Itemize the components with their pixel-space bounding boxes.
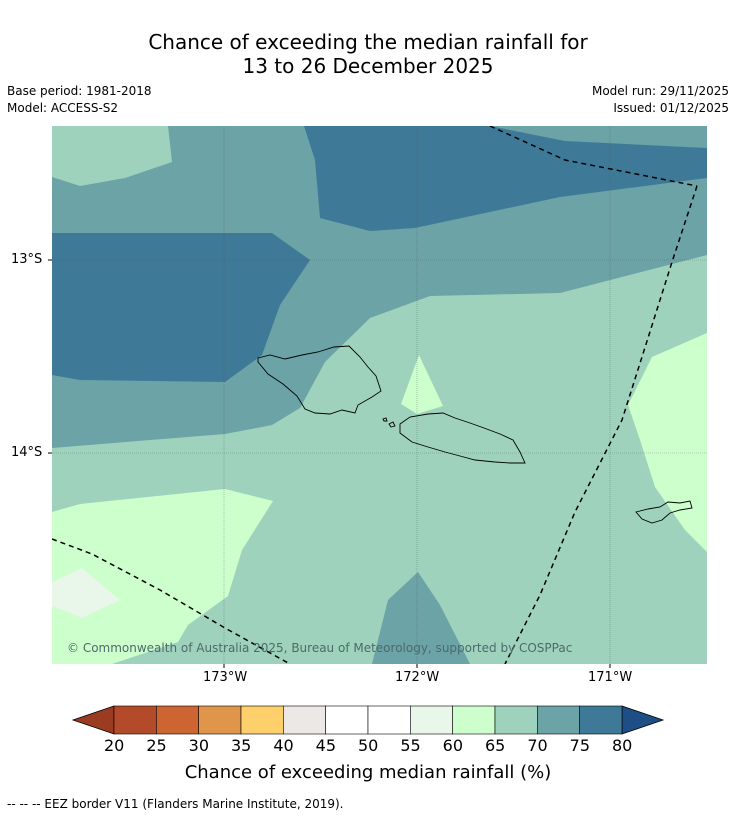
region-60-65-north-patch xyxy=(401,355,443,414)
lat-label-13s: 13°S xyxy=(11,252,43,267)
region-75-80-west xyxy=(52,233,310,382)
colorbar-label: Chance of exceeding median rainfall (%) xyxy=(184,762,552,783)
grid-lines xyxy=(52,126,707,664)
eez-borders xyxy=(52,126,698,664)
colorbar-swatch-70-75 xyxy=(537,705,580,735)
colorbar-swatch-40-45 xyxy=(283,705,326,735)
lat-label-14s: 14°S xyxy=(11,445,43,460)
colorbar xyxy=(71,705,665,735)
lon-label-173w: 173°W xyxy=(203,670,248,685)
colorbar-tick-35: 35 xyxy=(231,736,252,755)
colorbar-swatch-30-35 xyxy=(198,705,242,735)
coast-apolima xyxy=(388,421,396,428)
eez-footnote: -- -- -- EEZ border V11 (Flanders Marine… xyxy=(7,797,344,811)
colorbar-tick-75: 75 xyxy=(569,736,591,755)
colorbar-tick-20: 20 xyxy=(104,736,125,755)
coastlines xyxy=(257,345,693,524)
colorbar-swatch-65-70 xyxy=(494,705,538,735)
model-run: Model run: 29/11/2025 xyxy=(591,84,729,98)
coast-manono xyxy=(382,417,388,422)
colorbar-swatch-20-25 xyxy=(113,705,157,735)
colorbar-tick-80: 80 xyxy=(612,736,633,755)
colorbar-tick-55: 55 xyxy=(400,736,421,755)
region-65-70-nw xyxy=(52,126,172,186)
issued-date: Issued: 01/12/2025 xyxy=(613,101,729,115)
colorbar-tick-50: 50 xyxy=(358,736,379,755)
colorbar-tick-45: 45 xyxy=(315,736,337,755)
eez-border-north xyxy=(489,126,698,187)
colorbar-tick-65: 65 xyxy=(485,736,506,755)
colorbar-tick-30: 30 xyxy=(188,736,210,755)
region-60-65-southwest xyxy=(52,489,273,664)
model-name: Model: ACCESS-S2 xyxy=(7,101,119,115)
eez-border-east xyxy=(504,185,698,664)
colorbar-high-extension xyxy=(621,705,665,735)
colorbar-tick-70: 70 xyxy=(527,736,548,755)
lon-label-171w: 171°W xyxy=(588,670,633,685)
region-55-60-patch xyxy=(52,568,120,618)
colorbar-tick-60: 60 xyxy=(442,736,464,755)
coast-upolu xyxy=(399,412,526,464)
region-75-80-north xyxy=(304,126,707,231)
colorbar-swatch-75-80 xyxy=(579,705,623,735)
colorbar-tick-25: 25 xyxy=(146,736,167,755)
region-70-75-south xyxy=(372,572,470,664)
title-line-2: 13 to 26 December 2025 xyxy=(242,54,494,78)
base-period: Base period: 1981-2018 xyxy=(7,84,152,98)
copyright-notice: © Commonwealth of Australia 2025, Bureau… xyxy=(67,641,573,655)
colorbar-swatch-50-55 xyxy=(367,705,411,735)
region-60-65-east xyxy=(628,333,707,552)
coast-savaii xyxy=(257,345,382,415)
colorbar-swatch-25-30 xyxy=(156,705,199,735)
title-line-1: Chance of exceeding the median rainfall … xyxy=(148,30,588,54)
colorbar-swatch-60-65 xyxy=(452,705,496,735)
colorbar-tick-40: 40 xyxy=(273,736,294,755)
colorbar-swatch-35-40 xyxy=(240,705,284,735)
eez-border-southwest xyxy=(52,538,291,664)
lon-label-172w: 172°W xyxy=(395,670,440,685)
axis-ticks xyxy=(48,259,611,668)
coast-tutuila xyxy=(635,500,693,524)
colorbar-swatch-55-60 xyxy=(410,705,453,735)
colorbar-swatch-45-50 xyxy=(325,705,369,735)
colorbar-low-extension xyxy=(71,705,115,735)
